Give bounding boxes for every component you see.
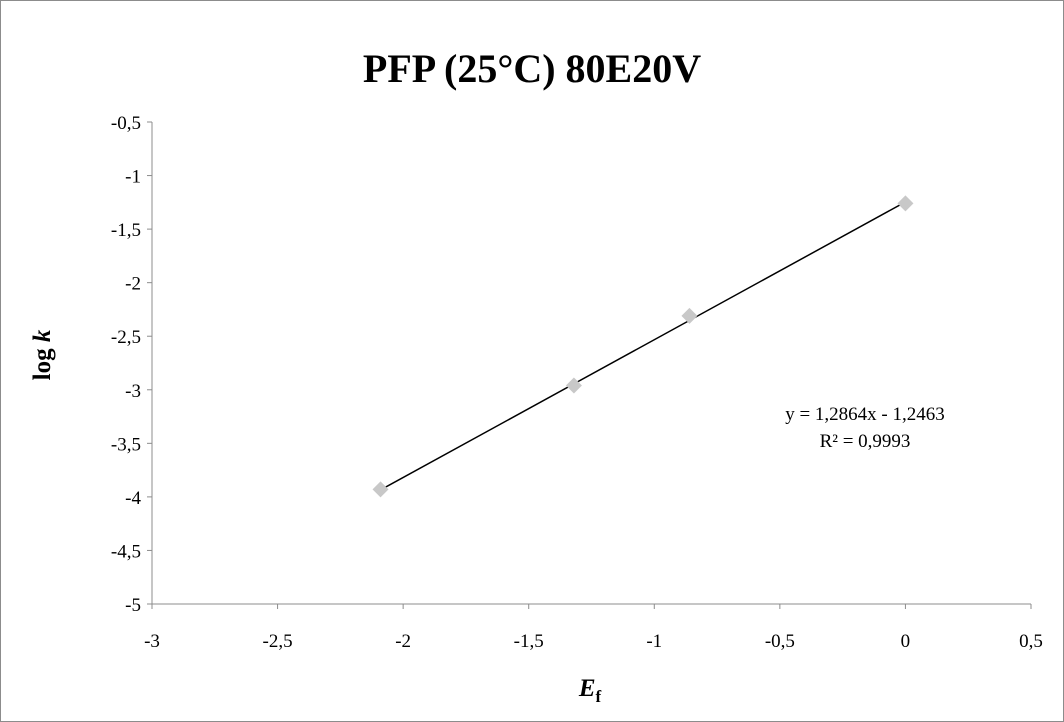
y-tick-label: -0,5: [111, 113, 141, 134]
data-point: [565, 377, 582, 394]
x-tick-label: -2,5: [263, 631, 293, 652]
y-tick-labels: -0,5 -1 -1,5 -2 -2,5 -3 -3,5 -4 -4,5 -5: [111, 113, 152, 616]
x-tick-label: -1,5: [514, 631, 544, 652]
data-point: [897, 195, 914, 212]
y-tick-label: -1: [125, 167, 141, 188]
x-tick-label: 0,5: [1019, 631, 1043, 652]
y-tick-label: -3: [125, 381, 141, 402]
x-axis-title: Ef: [578, 675, 602, 706]
y-axis-title-var: k: [29, 329, 56, 342]
y-tick-label: -1,5: [111, 220, 141, 241]
y-tick-label: -4,5: [111, 541, 141, 562]
x-tick-label: 0: [901, 631, 911, 652]
y-axis-title: log k: [29, 329, 56, 380]
data-points: [372, 195, 914, 498]
x-axis-title-main: E: [578, 675, 596, 702]
y-tick-label: -5: [125, 595, 141, 616]
trendline-equation: y = 1,2864x - 1,2463: [785, 404, 945, 425]
data-point: [681, 307, 698, 324]
y-tick-label: -2: [125, 274, 141, 295]
x-tick-label: -2: [395, 631, 411, 652]
y-tick-label: -4: [125, 488, 141, 509]
x-axis-title-subscript: f: [596, 687, 602, 706]
x-tick-label: -0,5: [765, 631, 795, 652]
y-tick-label: -2,5: [111, 327, 141, 348]
trendline-r-squared: R² = 0,9993: [820, 431, 911, 452]
data-point: [372, 481, 389, 498]
x-tick-labels: -3 -2,5 -2 -1,5 -1 -0,5 0 0,5: [144, 604, 1043, 652]
x-tick-label: -1: [646, 631, 662, 652]
chart-title: PFP (25°C) 80E20V: [363, 46, 701, 91]
trendline: [380, 201, 906, 491]
x-tick-label: -3: [144, 631, 160, 652]
y-tick-label: -3,5: [111, 434, 141, 455]
y-axis-title-prefix: log: [29, 342, 56, 380]
